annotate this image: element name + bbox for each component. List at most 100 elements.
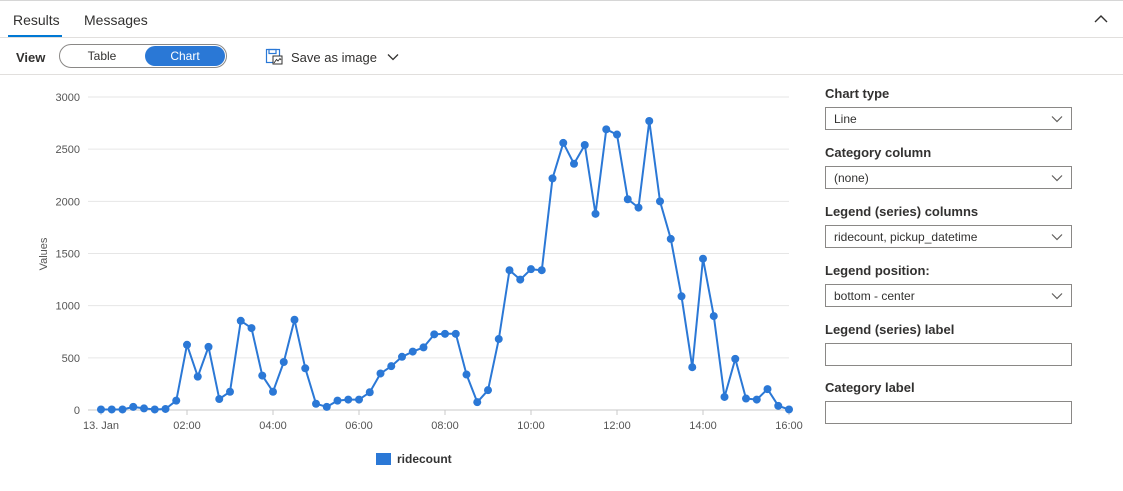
x-tick-label: 14:00 xyxy=(689,420,717,432)
data-point xyxy=(731,354,740,363)
data-point xyxy=(290,315,299,324)
view-toolbar: View Table Chart Save as image xyxy=(0,38,1123,75)
data-point xyxy=(623,195,632,204)
data-point xyxy=(269,387,277,396)
data-point xyxy=(613,130,621,139)
data-point xyxy=(559,138,568,147)
data-point xyxy=(602,125,611,134)
legend-swatch xyxy=(376,453,391,465)
line-chart: 0 500 1000 1500 2000 2500 3000 13. Jan 02:00 04:… xyxy=(38,92,803,466)
data-point xyxy=(376,369,385,378)
data-point xyxy=(344,395,353,404)
chevron-down-icon xyxy=(1051,175,1063,182)
category-column-dropdown[interactable]: (none) xyxy=(825,166,1072,189)
data-point xyxy=(645,116,654,125)
legend-label-field: Legend (series) label xyxy=(825,322,1072,366)
x-tick-label: 12:00 xyxy=(603,420,631,432)
x-tick-label: 16:00 xyxy=(775,420,803,432)
chart-type-label: Chart type xyxy=(825,86,890,101)
legend-label-input[interactable] xyxy=(825,343,1072,366)
data-point xyxy=(150,405,159,414)
view-label: View xyxy=(16,50,46,65)
legend-columns-label: Legend (series) columns xyxy=(825,204,979,219)
data-point xyxy=(666,234,675,243)
data-point xyxy=(408,347,417,356)
data-point xyxy=(720,392,729,401)
data-point xyxy=(763,385,772,394)
data-point xyxy=(473,398,482,407)
data-point xyxy=(226,387,234,396)
series-line-ridecount xyxy=(101,120,790,411)
data-point xyxy=(279,358,288,367)
y-tick-label: 1000 xyxy=(56,301,80,313)
data-point xyxy=(97,405,105,414)
x-tick-label: 02:00 xyxy=(173,420,201,432)
data-point xyxy=(247,324,256,333)
legend-label: ridecount xyxy=(397,452,452,466)
legend-columns-dropdown[interactable]: ridecount, pickup_datetime xyxy=(825,225,1072,248)
view-chart-button[interactable]: Chart xyxy=(145,46,225,66)
save-as-image-button[interactable]: Save as image xyxy=(265,46,399,68)
data-point xyxy=(688,363,697,372)
y-axis-title: Values xyxy=(38,237,50,270)
data-point xyxy=(709,312,718,321)
data-point xyxy=(752,395,761,404)
data-point xyxy=(204,342,213,351)
data-point xyxy=(193,372,202,381)
data-point xyxy=(634,203,643,212)
category-label-label: Category label xyxy=(825,380,915,395)
x-axis-ticks: 13. Jan 02:00 04:00 06:00 08:00 10:00 12:00 14:… xyxy=(83,410,803,432)
data-point xyxy=(742,394,750,403)
chart-legend[interactable]: ridecount xyxy=(376,452,452,466)
category-label-field: Category label xyxy=(825,380,1072,424)
x-tick-label: 08:00 xyxy=(431,420,459,432)
save-as-image-label: Save as image xyxy=(291,49,377,65)
data-point xyxy=(161,404,170,413)
chevron-up-icon[interactable] xyxy=(1093,12,1109,24)
data-point xyxy=(355,395,363,404)
data-point xyxy=(365,388,374,397)
data-point xyxy=(527,265,535,274)
data-point xyxy=(785,405,793,414)
data-point xyxy=(215,395,224,404)
data-point xyxy=(570,159,578,168)
data-point xyxy=(505,266,514,275)
tab-messages[interactable]: Messages xyxy=(84,12,148,28)
view-table-button[interactable]: Table xyxy=(87,49,117,63)
data-point xyxy=(494,335,503,344)
category-column-value: (none) xyxy=(834,171,869,185)
y-tick-label: 0 xyxy=(74,405,80,417)
data-point xyxy=(172,396,181,405)
category-column-label: Category column xyxy=(825,145,932,160)
legend-position-dropdown[interactable]: bottom - center xyxy=(825,284,1072,307)
chevron-down-icon xyxy=(1051,234,1063,241)
legend-position-value: bottom - center xyxy=(834,289,915,303)
chart-type-field: Chart type Line xyxy=(825,86,1072,130)
y-tick-label: 2000 xyxy=(56,196,80,208)
top-edge xyxy=(0,0,1123,1)
data-point xyxy=(312,399,320,408)
y-tick-label: 1500 xyxy=(56,249,80,261)
data-point xyxy=(451,329,460,338)
x-tick-label: 10:00 xyxy=(517,420,545,432)
view-toggle: Table Chart xyxy=(59,44,227,68)
x-tick-label: 06:00 xyxy=(345,420,373,432)
data-point xyxy=(258,371,267,380)
tab-bar: Results Messages xyxy=(0,0,1123,38)
chart-type-dropdown[interactable]: Line xyxy=(825,107,1072,130)
y-tick-label: 500 xyxy=(62,353,80,365)
category-label-input[interactable] xyxy=(825,401,1072,424)
data-point xyxy=(774,401,783,410)
x-tick-label: 04:00 xyxy=(259,420,287,432)
data-point xyxy=(140,404,148,413)
data-point xyxy=(398,352,406,361)
chevron-down-icon xyxy=(387,54,399,61)
legend-position-label: Legend position: xyxy=(825,263,930,278)
data-point xyxy=(537,266,546,275)
data-point xyxy=(387,362,396,371)
x-tick-label: 13. Jan xyxy=(83,420,119,432)
tab-results[interactable]: Results xyxy=(13,12,60,28)
y-tick-label: 3000 xyxy=(56,92,80,104)
data-point xyxy=(441,329,449,338)
data-point xyxy=(656,197,664,206)
